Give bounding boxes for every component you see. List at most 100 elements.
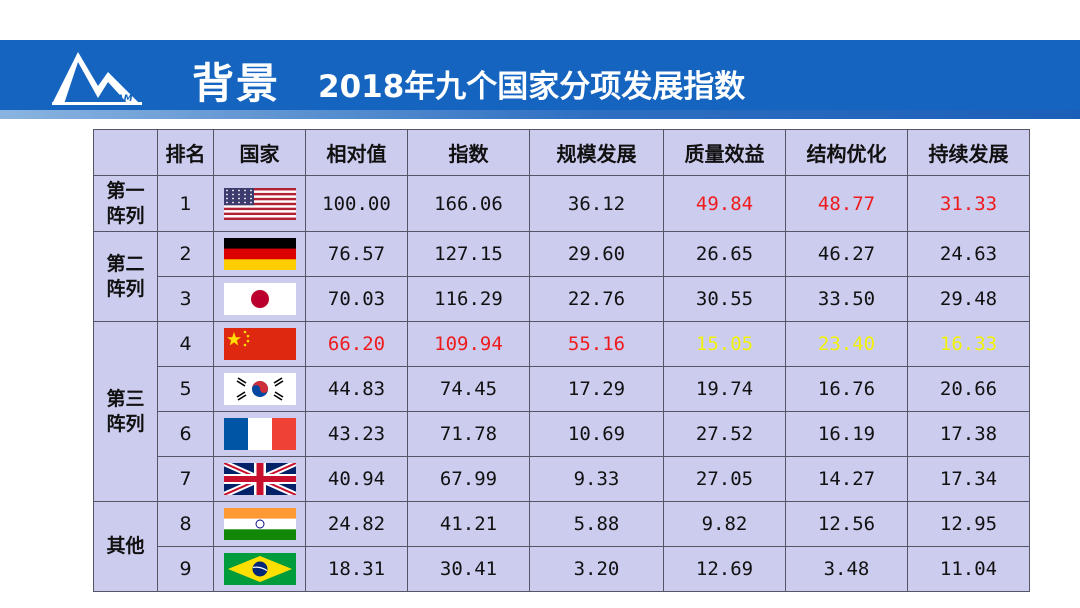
quality-cell: 27.05 <box>663 456 786 502</box>
country-cell <box>213 546 306 592</box>
table-row: 第一 阵列 1 100.00 166.06 36.12 49.84 48.77 31.33 <box>93 175 1030 232</box>
country-cell <box>213 231 306 277</box>
index-cell: 166.06 <box>407 175 530 232</box>
quality-cell: 12.69 <box>663 546 786 592</box>
uk-flag-icon <box>223 463 296 495</box>
index-cell: 71.78 <box>407 411 530 457</box>
rank-cell: 3 <box>157 276 214 322</box>
header-banner <box>0 40 1080 110</box>
quality-cell: 19.74 <box>663 366 786 412</box>
scale-cell: 36.12 <box>529 175 664 232</box>
structure-cell: 14.27 <box>785 456 908 502</box>
column-header: 相对值 <box>305 129 408 176</box>
germany-flag-icon <box>223 238 296 270</box>
header-row: 排名 国家 相对值 指数 规模发展 质量效益 结构优化 持续发展 <box>93 129 1030 176</box>
structure-cell: 16.76 <box>785 366 908 412</box>
quality-cell: 9.82 <box>663 501 786 547</box>
tier-label-line: 第三 <box>106 387 145 410</box>
france-flag-icon <box>223 418 296 450</box>
tier-label-line: 第二 <box>106 252 145 275</box>
quality-cell: 27.52 <box>663 411 786 457</box>
quality-cell: 30.55 <box>663 276 786 322</box>
scale-cell: 17.29 <box>529 366 664 412</box>
country-cell <box>213 501 306 547</box>
rank-cell: 4 <box>157 321 214 367</box>
relative-cell: 40.94 <box>305 456 408 502</box>
relative-cell: 70.03 <box>305 276 408 322</box>
rank-cell: 7 <box>157 456 214 502</box>
korea-flag-icon <box>223 373 296 405</box>
rank-cell: 8 <box>157 501 214 547</box>
structure-cell: 23.40 <box>785 321 908 367</box>
scale-cell: 55.16 <box>529 321 664 367</box>
relative-cell: 100.00 <box>305 175 408 232</box>
relative-cell: 43.23 <box>305 411 408 457</box>
index-cell: 41.21 <box>407 501 530 547</box>
tier-label-line: 第一 <box>106 179 145 202</box>
table-row: 第二 阵列 2 76.57 127.15 29.60 26.65 46.27 24.63 <box>93 231 1030 322</box>
column-header: 结构优化 <box>785 129 908 176</box>
structure-cell: 3.48 <box>785 546 908 592</box>
index-cell: 67.99 <box>407 456 530 502</box>
relative-cell: 18.31 <box>305 546 408 592</box>
sustainable-cell: 17.38 <box>907 411 1030 457</box>
logo-text: CAM <box>110 94 133 104</box>
table-row: 第三 阵列 4 66.20 109.94 55.16 15.05 23.40 16.33 <box>93 321 1030 502</box>
rank-cell: 6 <box>157 411 214 457</box>
relative-cell: 44.83 <box>305 366 408 412</box>
page-title: 背景 <box>192 59 281 108</box>
quality-cell: 49.84 <box>663 175 786 232</box>
sustainable-cell: 11.04 <box>907 546 1030 592</box>
structure-cell: 16.19 <box>785 411 908 457</box>
structure-cell: 33.50 <box>785 276 908 322</box>
tier-label-line: 阵列 <box>106 204 145 227</box>
sustainable-cell: 29.48 <box>907 276 1030 322</box>
header-stripe <box>0 110 1080 119</box>
structure-cell: 12.56 <box>785 501 908 547</box>
sustainable-cell: 12.95 <box>907 501 1030 547</box>
column-header: 指数 <box>407 129 530 176</box>
india-flag-icon <box>223 508 296 540</box>
index-cell: 74.45 <box>407 366 530 412</box>
tier-label: 第二 阵列 <box>93 231 158 322</box>
index-cell: 127.15 <box>407 231 530 277</box>
country-cell <box>213 411 306 457</box>
structure-cell: 46.27 <box>785 231 908 277</box>
scale-cell: 10.69 <box>529 411 664 457</box>
tier-label-line: 阵列 <box>106 277 145 300</box>
sustainable-cell: 24.63 <box>907 231 1030 277</box>
quality-cell: 15.05 <box>663 321 786 367</box>
sustainable-cell: 20.66 <box>907 366 1030 412</box>
table-row: 6 43.23 71.78 10.69 27.52 16.19 17.38 <box>94 411 1030 457</box>
rank-cell: 1 <box>157 175 214 232</box>
china-flag-icon <box>223 328 296 360</box>
column-header: 质量效益 <box>663 129 786 176</box>
index-cell: 116.29 <box>407 276 530 322</box>
sustainable-cell: 16.33 <box>907 321 1030 367</box>
scale-cell: 5.88 <box>529 501 664 547</box>
page-subtitle: 2018年九个国家分项发展指数 <box>318 69 746 105</box>
table-row: 7 40.94 67.99 9.33 27.05 14.27 17.34 <box>94 456 1030 502</box>
corner-cell <box>93 129 158 176</box>
structure-cell: 48.77 <box>785 175 908 232</box>
sustainable-cell: 17.34 <box>907 456 1030 502</box>
country-cell <box>213 366 306 412</box>
relative-cell: 24.82 <box>305 501 408 547</box>
sustainable-cell: 31.33 <box>907 175 1030 232</box>
country-cell <box>213 175 306 232</box>
brazil-flag-icon <box>223 553 296 585</box>
tier-label: 第三 阵列 <box>93 321 158 502</box>
scale-cell: 9.33 <box>529 456 664 502</box>
rank-cell: 9 <box>157 546 214 592</box>
tier-label: 第一 阵列 <box>93 175 158 232</box>
table-row: 5 44.83 74.45 17.29 19.74 16.76 20.66 <box>94 366 1030 412</box>
quality-cell: 26.65 <box>663 231 786 277</box>
scale-cell: 22.76 <box>529 276 664 322</box>
usa-flag-icon <box>223 187 296 220</box>
japan-flag-icon <box>223 283 296 315</box>
cam-logo-icon: CAM <box>48 46 148 108</box>
table-row: 其他 8 24.82 41.21 5.88 9.82 12.56 12.95 <box>93 501 1030 592</box>
tier-label-line: 阵列 <box>106 412 145 435</box>
column-header: 规模发展 <box>529 129 664 176</box>
country-cell <box>213 456 306 502</box>
